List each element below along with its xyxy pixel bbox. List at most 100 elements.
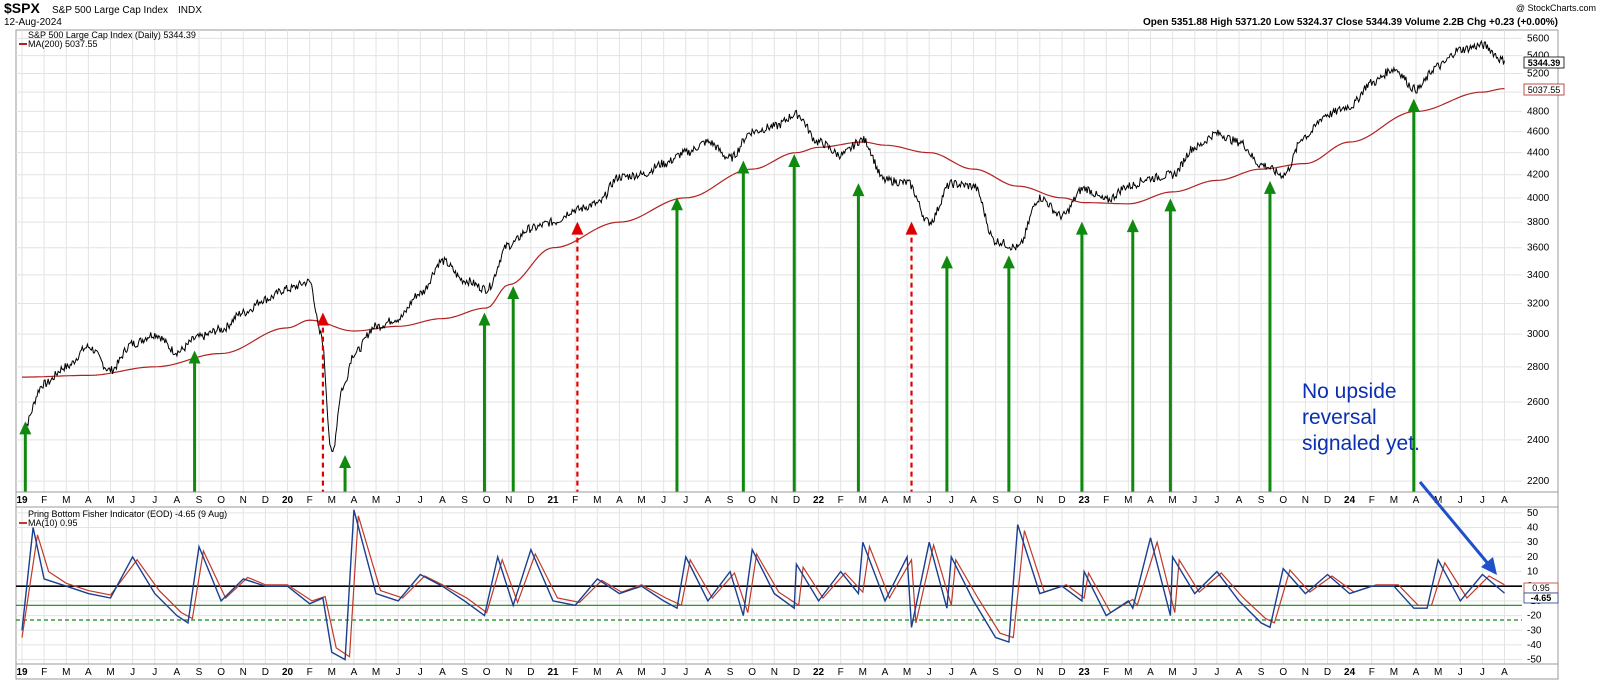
month-tick-label-bottom: F <box>41 667 47 678</box>
price-tick-label: 3400 <box>1527 270 1550 281</box>
month-tick-label-bottom: A <box>1501 667 1508 678</box>
security-name: S&P 500 Large Cap Index <box>52 5 168 16</box>
price-panel-frame <box>15 29 1559 493</box>
indicator-series-line <box>21 509 1505 661</box>
month-tick-label-bottom: O <box>217 667 225 678</box>
indicator-tick-label: -30 <box>1527 625 1542 636</box>
signal-arrow-head <box>905 221 918 235</box>
price-tick-label: 2400 <box>1527 435 1550 446</box>
annotation-line-1: No upside <box>1302 380 1397 403</box>
month-tick-label: J <box>1192 495 1197 506</box>
month-tick-label-bottom: N <box>240 667 247 678</box>
signal-arrow-head <box>940 255 953 269</box>
month-tick-label-bottom: A <box>174 667 181 678</box>
ma200-series-line <box>22 88 1505 378</box>
month-tick-label: N <box>1302 495 1309 506</box>
month-tick-label: J <box>949 495 954 506</box>
price-tick-label: 3800 <box>1527 217 1550 228</box>
month-tick-label-bottom: F <box>1369 667 1375 678</box>
signal-arrow-head <box>670 197 683 211</box>
price-tick-label: 5600 <box>1527 33 1550 44</box>
signal-arrow-head <box>788 153 801 167</box>
annotation-arrow-head <box>1481 557 1497 575</box>
month-tick-label: J <box>1458 495 1463 506</box>
month-tick-label: M <box>328 495 336 506</box>
month-tick-label: A <box>351 495 358 506</box>
month-tick-label-bottom: 22 <box>813 667 825 678</box>
month-tick-label-bottom: A <box>616 667 623 678</box>
price-tick-label: 5400 <box>1527 51 1550 62</box>
month-tick-label-bottom: N <box>771 667 778 678</box>
chart-header: $SPX S&P 500 Large Cap Index INDX 12-Aug… <box>4 0 1596 28</box>
month-tick-label-bottom: 24 <box>1344 667 1356 678</box>
month-tick-label-bottom: A <box>85 667 92 678</box>
month-tick-label: 22 <box>813 495 825 506</box>
month-tick-label: O <box>217 495 225 506</box>
month-tick-label-bottom: F <box>1103 667 1109 678</box>
credit-label: @ StockCharts.com <box>1516 3 1596 13</box>
price-axis-ticks: 2200 2400 2600 2800 3000 3200 3400 3600 3800 4000… <box>1527 33 1550 487</box>
month-axis-bottom: 19 F M A M J J A S O N D 20 F M A M J J A S O N D 21 F M A M J J A S O N D 2… <box>15 663 1559 680</box>
month-axis-bottom-frame <box>15 663 1559 680</box>
indicator-tick-label: -20 <box>1527 611 1542 622</box>
month-tick-label-bottom: J <box>418 667 423 678</box>
month-tick-label: A <box>439 495 446 506</box>
month-tick-label-bottom: M <box>106 667 114 678</box>
month-tick-label-bottom: S <box>727 667 734 678</box>
month-tick-label: J <box>661 495 666 506</box>
month-tick-label: A <box>1413 495 1420 506</box>
signal-arrow-head <box>1164 198 1177 212</box>
month-tick-label-bottom: J <box>949 667 954 678</box>
annotation-line-2: reversal <box>1302 406 1377 429</box>
month-tick-label-bottom: O <box>1014 667 1022 678</box>
month-tick-label: F <box>838 495 844 506</box>
exchange-label: INDX <box>178 5 202 16</box>
indicator-tick-label: -50 <box>1527 655 1542 666</box>
symbol-label: $SPX <box>4 0 40 16</box>
month-tick-label: D <box>262 495 269 506</box>
month-tick-label-bottom: O <box>483 667 491 678</box>
price-badges: 5344.39 5037.55 <box>1523 56 1565 96</box>
signal-arrow-head <box>1126 219 1139 233</box>
month-tick-label: M <box>593 495 601 506</box>
annotation-line-3: signaled yet. <box>1302 432 1420 455</box>
month-tick-label: M <box>106 495 114 506</box>
month-tick-label-bottom: M <box>1390 667 1398 678</box>
indicator-tick-label: 30 <box>1527 537 1539 548</box>
month-tick-label-bottom: J <box>130 667 135 678</box>
month-tick-label-bottom: 23 <box>1079 667 1091 678</box>
month-tick-label-bottom: F <box>307 667 313 678</box>
price-tick-label: 3000 <box>1527 329 1550 340</box>
ohlc-readout: Open 5351.88 High 5371.20 Low 5324.37 Cl… <box>1143 17 1558 28</box>
month-tick-label: A <box>882 495 889 506</box>
last-price-badge-box <box>1523 56 1565 69</box>
month-tick-label: M <box>859 495 867 506</box>
indicator-tick-label: 20 <box>1527 552 1539 563</box>
month-tick-label-bottom: A <box>882 667 889 678</box>
month-tick-label: O <box>1014 495 1022 506</box>
price-tick-label: 2600 <box>1527 397 1550 408</box>
price-tick-label: 3200 <box>1527 299 1550 310</box>
month-tick-label-bottom: S <box>992 667 999 678</box>
month-tick-label: J <box>130 495 135 506</box>
month-tick-label-bottom: M <box>1168 667 1176 678</box>
indicator-legend-label: Pring Bottom Fisher Indicator (EOD) -4.6… <box>28 509 227 519</box>
month-tick-label: F <box>307 495 313 506</box>
signal-arrow-head <box>478 312 491 326</box>
month-tick-label: D <box>793 495 800 506</box>
month-tick-label-bottom: 19 <box>16 667 28 678</box>
month-tick-label: A <box>85 495 92 506</box>
month-tick-label-bottom: M <box>62 667 70 678</box>
month-tick-label-bottom: M <box>637 667 645 678</box>
month-tick-label: M <box>1168 495 1176 506</box>
indicator-tick-label: 40 <box>1527 523 1539 534</box>
month-tick-label-bottom: J <box>1480 667 1485 678</box>
month-tick-label: F <box>1369 495 1375 506</box>
month-tick-label: A <box>1501 495 1508 506</box>
month-tick-label: N <box>240 495 247 506</box>
month-tick-label: J <box>418 495 423 506</box>
month-tick-label-bottom: J <box>1214 667 1219 678</box>
month-tick-label: M <box>62 495 70 506</box>
month-tick-label-bottom: S <box>461 667 468 678</box>
